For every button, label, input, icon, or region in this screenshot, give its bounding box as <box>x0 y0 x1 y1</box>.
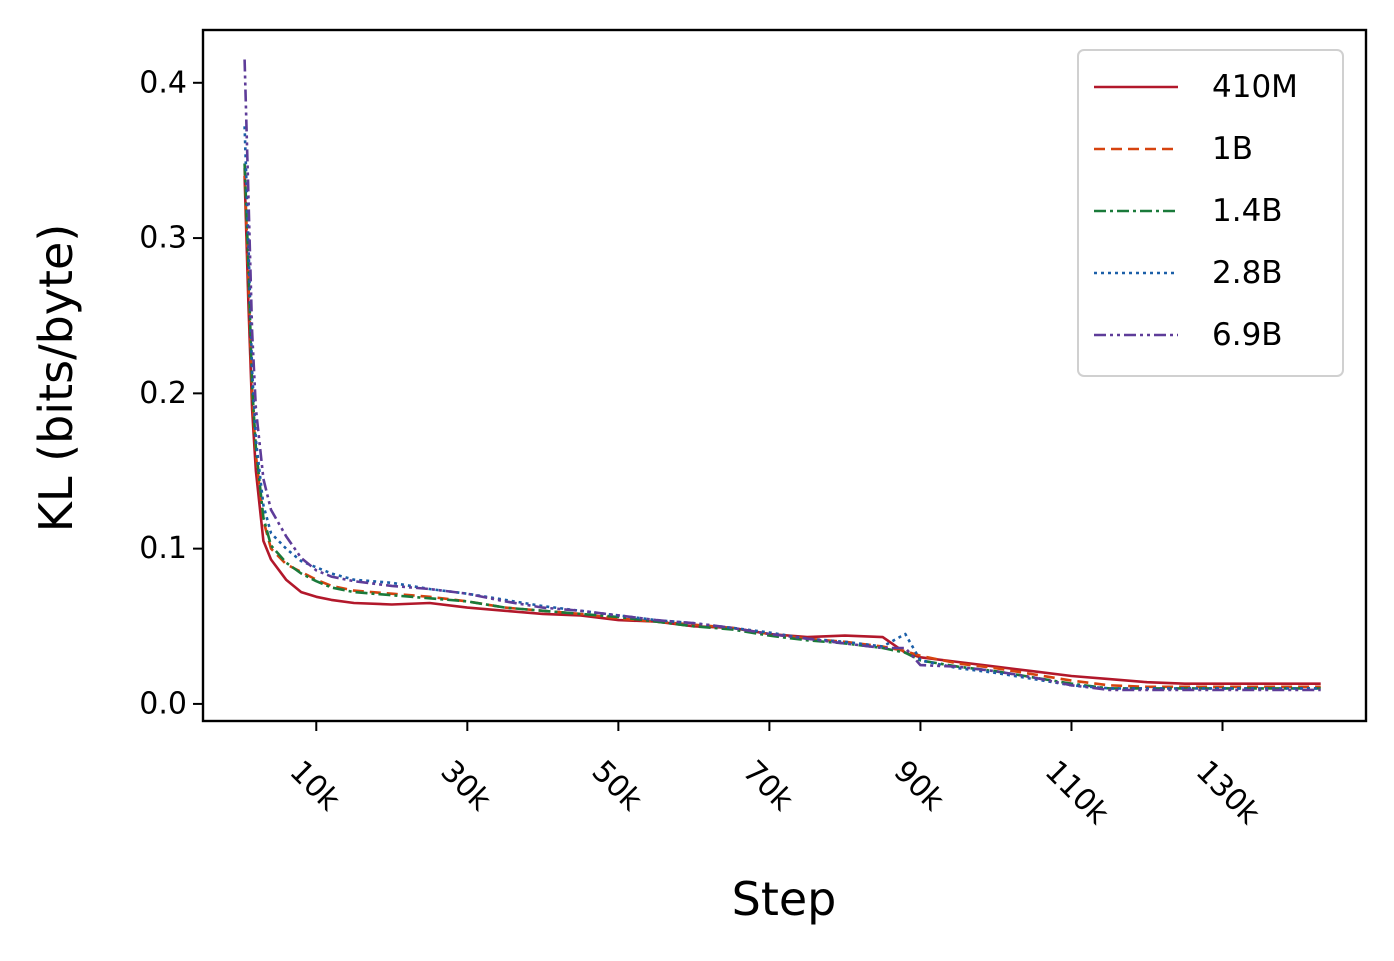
legend-frame <box>1077 49 1344 377</box>
y-tick-label: 0.3 <box>139 221 187 256</box>
plot-frame <box>201 28 1368 723</box>
legend-label-4: 6.9B <box>1212 317 1283 353</box>
x-tick-label: 110k <box>1038 754 1116 832</box>
series-line-2 <box>243 163 1321 690</box>
x-tick-label: 70k <box>736 754 800 818</box>
series-line-4 <box>243 59 1321 692</box>
x-tick-label: 130k <box>1189 754 1267 832</box>
legend-label-2: 1.4B <box>1212 193 1283 229</box>
y-tick-label: 0.4 <box>139 65 187 100</box>
y-tick-label: 0.1 <box>139 531 187 566</box>
series-line-1 <box>243 168 1321 689</box>
x-tick-label: 10k <box>283 754 347 818</box>
legend: 410M 1B 1.4B 2.8B 6.9B <box>1077 49 1344 377</box>
x-axis-ticks: 10k 30k 50k 70k 90k 110k 130k <box>283 721 1267 832</box>
y-tick-label: 0.0 <box>139 686 187 721</box>
x-tick-label: 50k <box>585 754 649 818</box>
legend-label-1: 1B <box>1212 131 1253 167</box>
y-axis-label: KL (bits/byte) <box>29 224 83 533</box>
y-tick-label: 0.2 <box>139 376 187 411</box>
y-axis-ticks: 0.0 0.1 0.2 0.3 0.4 <box>139 65 203 721</box>
x-tick-label: 30k <box>434 754 498 818</box>
series-layer <box>243 59 1321 692</box>
legend-label-0: 410M <box>1212 69 1298 105</box>
x-axis-label: Step <box>732 872 837 926</box>
x-tick-label: 90k <box>887 754 951 818</box>
legend-label-3: 2.8B <box>1212 255 1283 291</box>
